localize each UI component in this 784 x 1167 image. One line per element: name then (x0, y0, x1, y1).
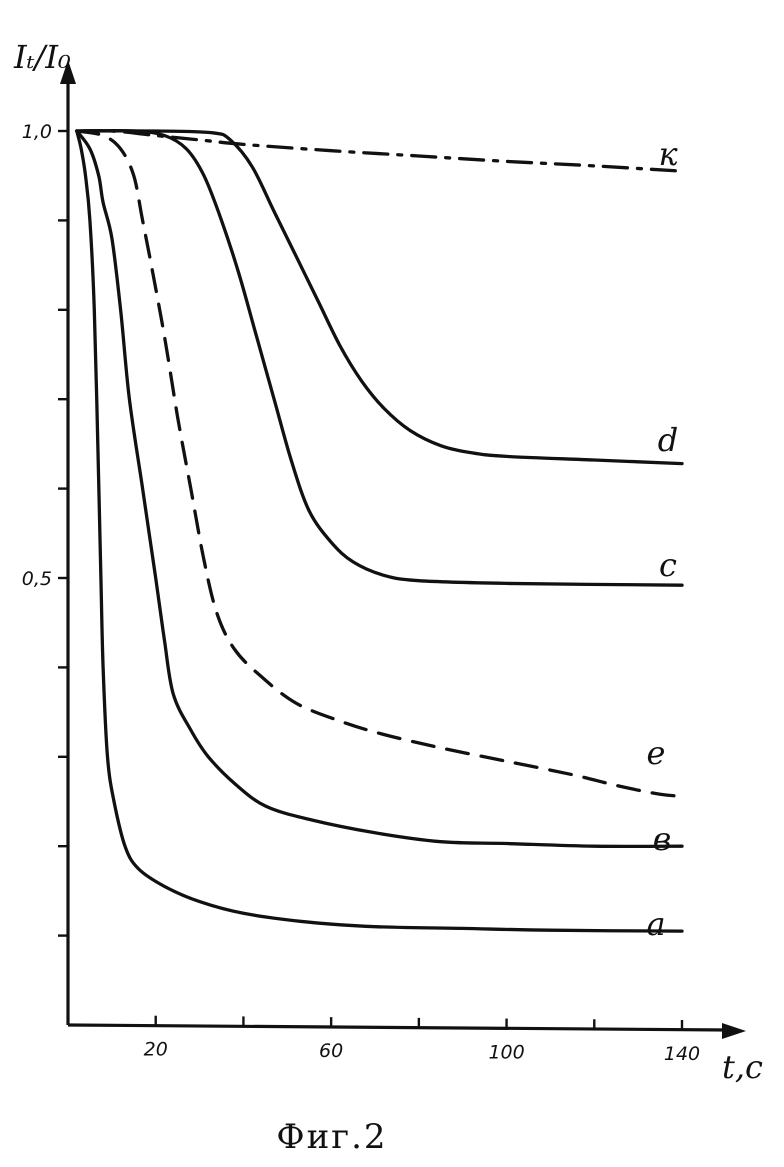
figure-caption: Фиг.2 (276, 1117, 387, 1157)
series-label-4: в (653, 820, 672, 858)
series-label-1: d (658, 421, 678, 459)
series-line-1 (77, 131, 682, 464)
x-axis-arrow (722, 1023, 746, 1039)
series-labels: к d c e в a (646, 135, 678, 943)
series-line-5 (77, 131, 682, 931)
y-axis-title: Iₜ/I₀ (13, 38, 71, 76)
series-label-3: e (647, 734, 666, 772)
series-layer (77, 131, 682, 931)
y-tick-label-9: 1,0 (22, 121, 52, 143)
y-tick-label-4: 0,5 (22, 568, 52, 590)
axis-ticks: 0,5 1,0 20 60 100 140 (22, 121, 700, 1065)
axes (60, 60, 746, 1039)
series-label-5: a (646, 905, 665, 943)
series-line-4 (77, 131, 682, 846)
x-axis-title: t,c (722, 1048, 763, 1086)
x-tick-label-2: 60 (319, 1040, 343, 1062)
series-label-2: c (659, 546, 677, 584)
x-tick-label-6: 140 (664, 1043, 700, 1065)
series-line-3 (77, 131, 682, 796)
x-axis (68, 1025, 728, 1030)
x-tick-label-4: 100 (488, 1042, 524, 1064)
x-tick-label-0: 20 (144, 1039, 168, 1061)
series-label-0: к (658, 135, 678, 173)
